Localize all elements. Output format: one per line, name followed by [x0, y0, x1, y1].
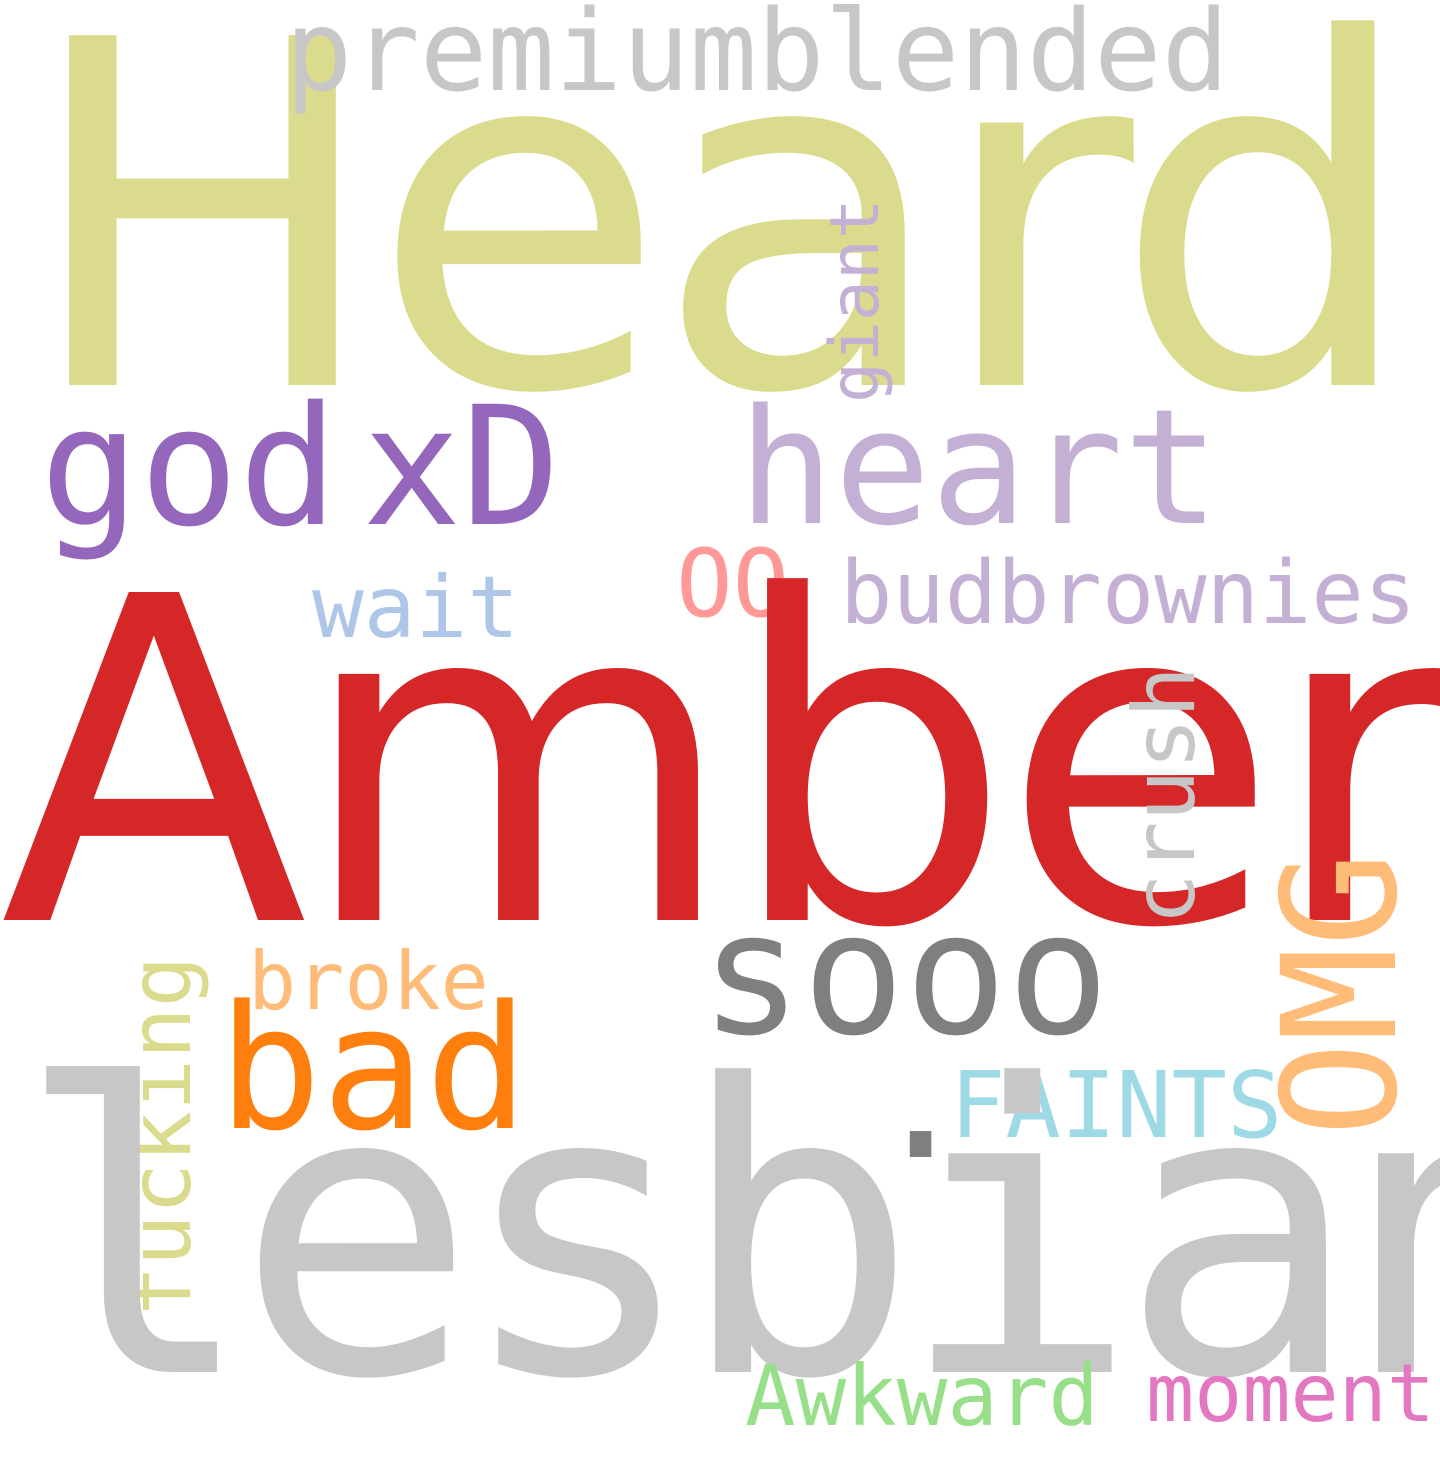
word-budbrownies: budbrownies — [840, 542, 1417, 644]
word-oo: OO — [676, 530, 790, 639]
word-heart: heart — [738, 374, 1220, 561]
word-awkward: Awkward — [745, 1347, 1100, 1445]
word-faints: FAINTS — [950, 1052, 1283, 1159]
word-moment: moment — [1146, 1347, 1435, 1440]
word-xd: xD — [362, 371, 561, 563]
word-heard: Heard — [22, 0, 1418, 499]
word-amber: Amber — [0, 503, 1440, 1027]
word-premiumblended: premiumblended — [285, 0, 1230, 117]
word-broke: broke — [248, 935, 489, 1028]
word-giant: giant — [816, 198, 895, 403]
word-crush: crush — [1115, 666, 1215, 925]
word-sooo: sooo — [700, 876, 1110, 1074]
word-god: god — [40, 371, 339, 563]
word-bad: bad — [218, 968, 529, 1169]
word-lesbian: lesbian — [15, 1002, 1440, 1467]
word-dot: . — [868, 996, 974, 1199]
word-wait: wait — [312, 558, 520, 658]
